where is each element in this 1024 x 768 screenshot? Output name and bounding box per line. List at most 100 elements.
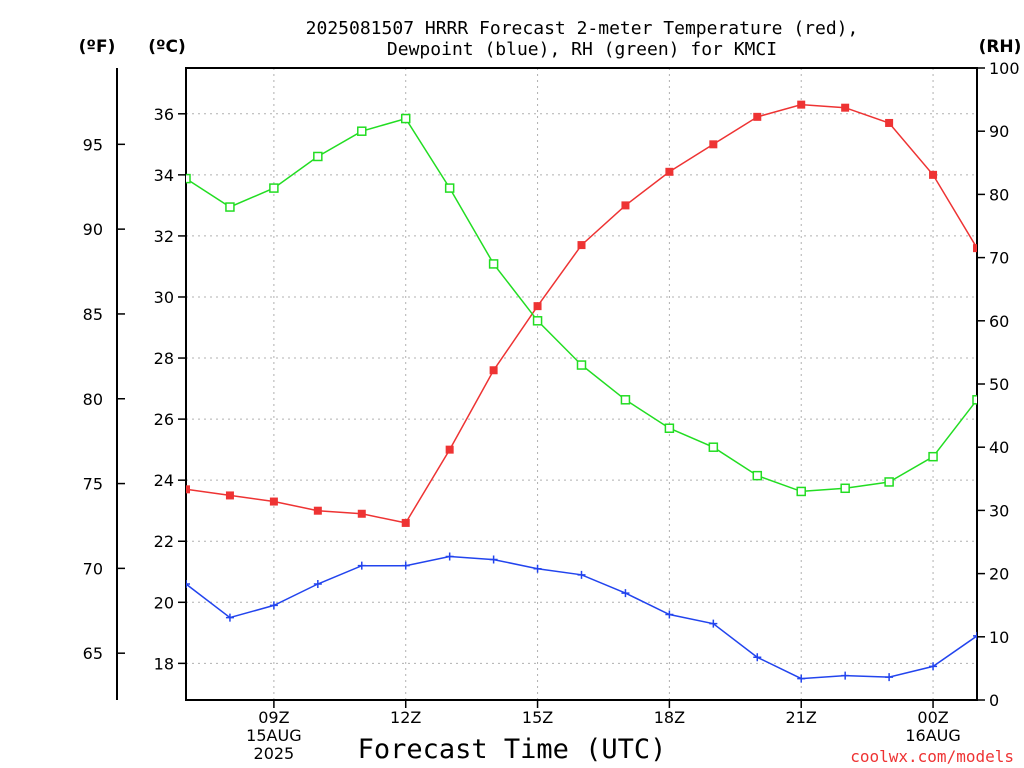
- rh-point: [532, 316, 543, 326]
- rh-point: [444, 183, 455, 193]
- temperature-point: [489, 366, 498, 375]
- x-tick-label: 15AUG: [246, 726, 301, 745]
- dewpoint-point: [225, 613, 234, 622]
- rh-point: [840, 483, 850, 494]
- celsius-tick-label: 26: [154, 410, 174, 429]
- rh-point: [708, 442, 719, 452]
- temperature-point: [225, 491, 234, 500]
- dewpoint-point: [841, 671, 850, 680]
- dewpoint-point: [445, 552, 454, 561]
- temperature-point: [186, 485, 190, 494]
- rh-axis-unit: (RH): [979, 37, 1022, 57]
- rh-tick-label: 40: [989, 438, 1009, 457]
- plot-frame: [185, 67, 978, 701]
- rh-tick-label: 50: [989, 375, 1009, 394]
- fahrenheit-tick-label: 65: [83, 644, 103, 663]
- rh-point: [488, 259, 499, 269]
- rh-point: [972, 395, 977, 405]
- temperature-point: [621, 201, 630, 210]
- dewpoint-point: [709, 619, 718, 628]
- rh-point: [884, 477, 894, 487]
- rh-tick-label: 80: [989, 185, 1009, 204]
- rh-tick-label: 60: [989, 312, 1009, 331]
- fahrenheit-tick-label: 80: [83, 390, 103, 409]
- temperature-point: [973, 244, 977, 253]
- temperature-point: [885, 118, 894, 127]
- celsius-tick-label: 34: [154, 166, 174, 185]
- dewpoint-point: [929, 662, 938, 671]
- dewpoint-point: [797, 674, 806, 683]
- rh-point: [186, 173, 191, 184]
- fahrenheit-tick-label: 85: [83, 305, 103, 324]
- chart-title-line1: 2025081507 HRRR Forecast 2-meter Tempera…: [306, 18, 859, 39]
- rh-tick-label: 30: [989, 501, 1009, 520]
- fahrenheit-axis-unit: (ºF): [79, 37, 116, 57]
- dewpoint-point: [577, 570, 586, 579]
- temperature-point: [577, 241, 586, 250]
- temperature-point: [401, 518, 410, 527]
- rh-tick-label: 20: [989, 565, 1009, 584]
- x-tick-label: 21Z: [786, 708, 817, 727]
- fahrenheit-tick-label: 90: [83, 220, 103, 239]
- temperature-point: [841, 103, 850, 112]
- rh-point: [576, 360, 587, 370]
- rh-point: [225, 202, 235, 212]
- axes-layer: 18 20 22 24 26 28 30 32 34 36 65 70 75 80 85 90 95 0 10 20 3…: [83, 59, 1020, 763]
- chart-title-line2: Dewpoint (blue), RH (green) for KMCI: [387, 39, 777, 60]
- rh-tick-label: 10: [989, 628, 1009, 647]
- rh-point: [928, 451, 938, 462]
- x-tick-label: 15Z: [522, 708, 553, 727]
- rh-point: [269, 183, 279, 193]
- dewpoint-point: [533, 564, 542, 573]
- dewpoint-point: [269, 601, 278, 610]
- fahrenheit-tick-label: 70: [83, 559, 103, 578]
- dewpoint-point: [665, 610, 674, 619]
- rh-tick-label: 70: [989, 249, 1009, 268]
- temperature-point: [753, 112, 762, 121]
- dewpoint-point: [186, 579, 190, 588]
- temperature-point: [269, 497, 278, 506]
- rh-tick-label: 0: [989, 691, 999, 710]
- celsius-axis-unit: (ºC): [148, 37, 186, 57]
- x-axis-label: Forecast Time (UTC): [358, 734, 667, 765]
- fahrenheit-tick-label: 75: [83, 475, 103, 494]
- celsius-tick-label: 32: [154, 227, 174, 246]
- dewpoint-point: [753, 653, 762, 662]
- celsius-tick-label: 28: [154, 349, 174, 368]
- fahrenheit-tick-label: 95: [83, 135, 103, 154]
- rh-point: [620, 395, 631, 405]
- dewpoint-point: [885, 673, 894, 682]
- rh-point: [752, 470, 763, 481]
- dewpoint-point: [357, 561, 366, 570]
- rh-point: [313, 151, 323, 162]
- x-tick-label: 16AUG: [905, 726, 960, 745]
- dewpoint-point: [621, 589, 630, 598]
- dewpoint-point: [973, 631, 977, 640]
- temperature-line: [186, 103, 977, 524]
- rh-point: [357, 126, 367, 136]
- temperature-point: [929, 170, 938, 179]
- temperature-point: [357, 509, 366, 518]
- temperature-point: [313, 506, 322, 515]
- series-group: [186, 100, 977, 683]
- dewpoint-point: [401, 561, 410, 570]
- temperature-point: [533, 302, 542, 311]
- credit-label: coolwx.com/models: [850, 747, 1014, 766]
- x-tick-label: 09Z: [258, 708, 289, 727]
- dewpoint-point: [489, 555, 498, 564]
- temperature-point: [797, 100, 806, 109]
- celsius-tick-label: 24: [154, 471, 174, 490]
- temperature-point: [445, 445, 454, 454]
- rh-tick-label: 100: [989, 59, 1020, 78]
- rh-tick-label: 90: [989, 122, 1009, 141]
- series-layer: [186, 100, 977, 683]
- temperature-point: [709, 140, 718, 149]
- rh-point: [400, 113, 411, 124]
- dewpoint-point: [313, 579, 322, 588]
- rh-point: [664, 423, 675, 433]
- celsius-tick-label: 18: [154, 654, 174, 673]
- x-tick-label: 00Z: [917, 708, 948, 727]
- celsius-tick-label: 30: [154, 288, 174, 307]
- celsius-tick-label: 36: [154, 105, 174, 124]
